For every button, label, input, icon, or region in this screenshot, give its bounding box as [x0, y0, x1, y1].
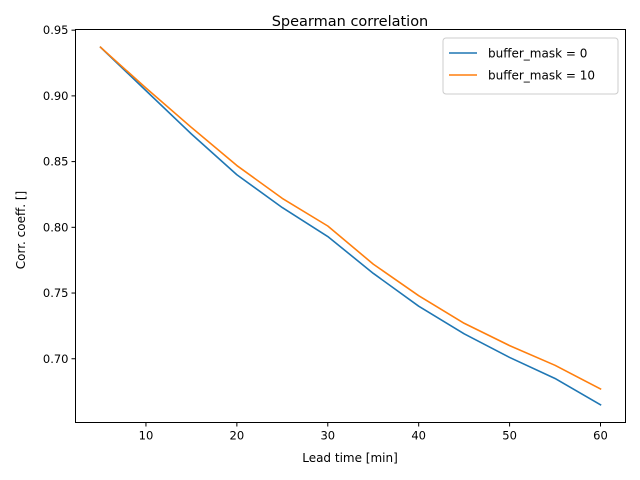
x-tick-label: 40 [411, 429, 426, 443]
y-tick-label: 0.85 [43, 155, 69, 169]
y-tick-label: 0.75 [43, 286, 69, 300]
series-line-1 [99, 46, 602, 391]
y-axis-label: Corr. coeff. [] [14, 191, 28, 270]
y-tick-label: 0.80 [43, 220, 69, 234]
plot-area [99, 46, 602, 406]
legend-label-1: buffer_mask = 10 [488, 69, 595, 83]
x-tick-label: 10 [139, 429, 154, 443]
x-axis: 10 20 30 40 50 60 [139, 422, 608, 443]
legend: buffer_mask = 0 buffer_mask = 10 [442, 37, 619, 95]
x-tick-label: 60 [593, 429, 608, 443]
x-tick-label: 30 [320, 429, 335, 443]
y-tick-label: 0.95 [43, 23, 69, 37]
legend-box [442, 37, 619, 95]
chart-title: Spearman correlation [272, 14, 429, 30]
y-tick-label: 0.90 [43, 89, 69, 103]
y-tick-label: 0.70 [43, 352, 69, 366]
x-tick-label: 50 [502, 429, 517, 443]
y-axis: 0.70 0.75 0.80 0.85 0.90 0.95 [43, 23, 76, 366]
plot-frame [75, 29, 626, 423]
series-line-0 [99, 46, 602, 406]
legend-label-0: buffer_mask = 0 [488, 47, 587, 61]
x-tick-label: 20 [230, 429, 245, 443]
x-axis-label: Lead time [min] [302, 451, 398, 465]
